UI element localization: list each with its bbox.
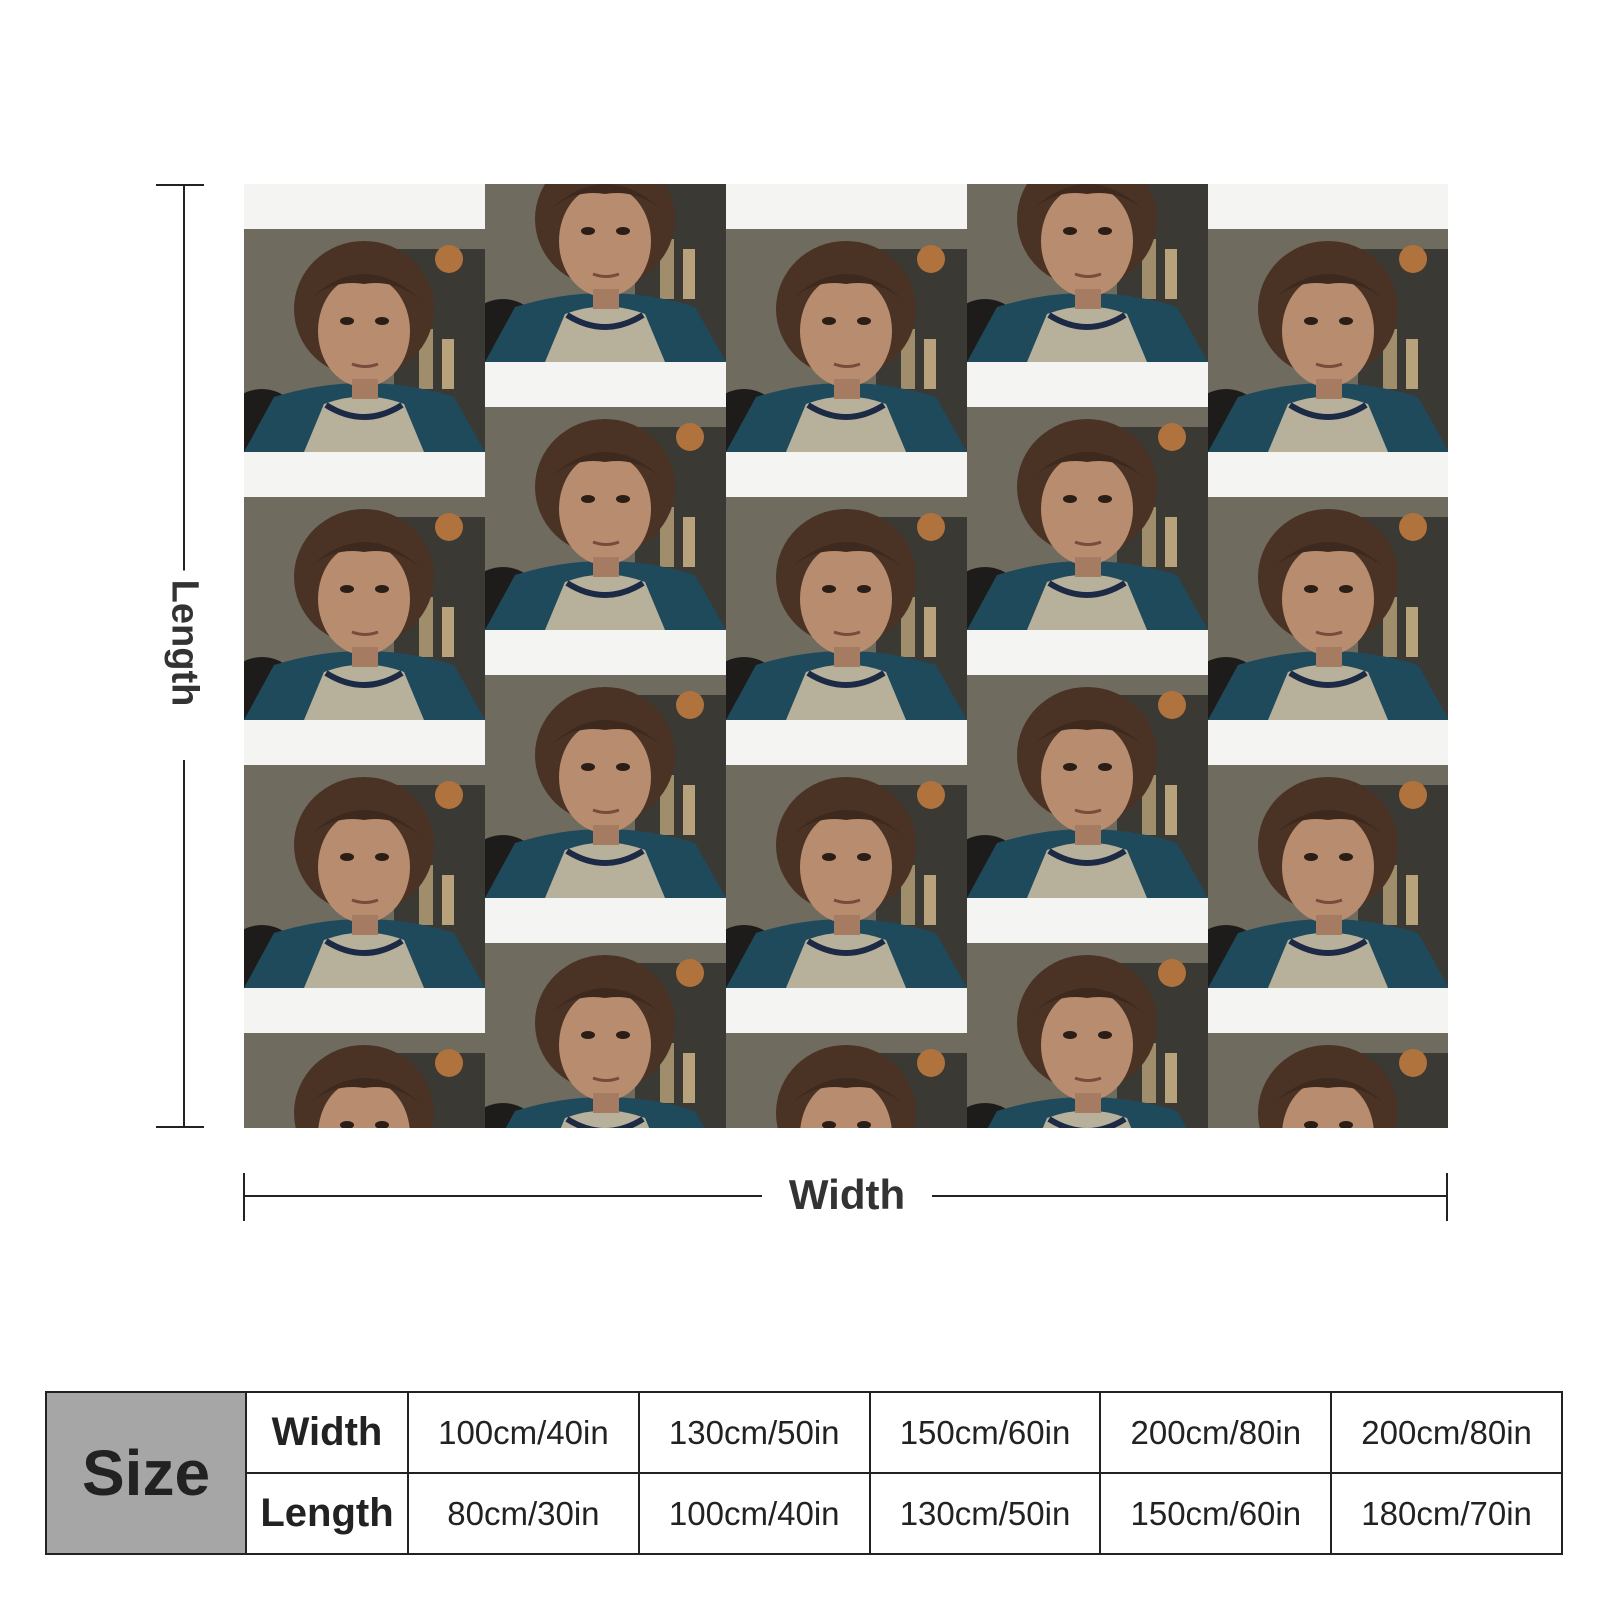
length-value: 80cm/30in — [407, 1472, 640, 1555]
pattern-tile — [967, 407, 1208, 675]
width-label: Width — [762, 1170, 932, 1220]
length-label: Length — [159, 570, 210, 716]
width-value: 130cm/50in — [637, 1391, 871, 1474]
pattern-tile — [244, 765, 485, 1033]
length-row-label: Length — [245, 1472, 409, 1555]
pattern-column — [485, 184, 726, 1128]
pattern-tile — [967, 184, 1208, 407]
width-value: 100cm/40in — [407, 1391, 640, 1474]
size-table: Size Width 100cm/40in 130cm/50in 150cm/6… — [45, 1391, 1563, 1555]
pattern-tile — [1208, 765, 1448, 1033]
pattern-tile — [244, 1033, 485, 1128]
pattern-tile — [1208, 497, 1448, 765]
pattern-tile — [967, 675, 1208, 943]
pattern-tile — [726, 1033, 967, 1128]
pattern-tile — [726, 497, 967, 765]
length-guide-line-bottom — [183, 760, 185, 1128]
length-guide-cap-bottom — [156, 1126, 204, 1128]
pattern-tile — [485, 943, 726, 1128]
width-value: 200cm/80in — [1099, 1391, 1333, 1474]
length-guide-line-top — [183, 184, 185, 620]
pattern-tile — [244, 184, 485, 229]
width-value: 150cm/60in — [868, 1391, 1102, 1474]
pattern-tile — [1208, 229, 1448, 497]
size-header: Size — [45, 1391, 247, 1555]
pattern-tile — [726, 229, 967, 497]
pattern-column — [1208, 184, 1448, 1128]
pattern-tile — [1208, 184, 1448, 229]
width-row-label: Width — [245, 1391, 409, 1474]
pattern-tile — [244, 229, 485, 497]
pattern-column — [967, 184, 1208, 1128]
pattern-tile — [485, 675, 726, 943]
length-guide-cap-top — [156, 184, 204, 186]
pattern-tile — [1208, 1033, 1448, 1128]
length-value: 150cm/60in — [1099, 1472, 1333, 1555]
pattern-tile — [244, 497, 485, 765]
pattern-tile — [726, 184, 967, 229]
width-guide-cap-left — [243, 1173, 245, 1221]
pattern-tile — [726, 765, 967, 1033]
blanket-pattern — [244, 184, 1448, 1128]
width-guide-cap-right — [1446, 1173, 1448, 1221]
pattern-column — [726, 184, 967, 1128]
length-value: 180cm/70in — [1330, 1472, 1563, 1555]
width-guide-line-right — [932, 1195, 1448, 1197]
length-value: 130cm/50in — [868, 1472, 1102, 1555]
pattern-tile — [485, 184, 726, 407]
pattern-column — [244, 184, 485, 1128]
pattern-tile — [967, 943, 1208, 1128]
width-value: 200cm/80in — [1330, 1391, 1563, 1474]
width-guide-line-left — [244, 1195, 764, 1197]
pattern-tile — [485, 407, 726, 675]
length-value: 100cm/40in — [637, 1472, 871, 1555]
